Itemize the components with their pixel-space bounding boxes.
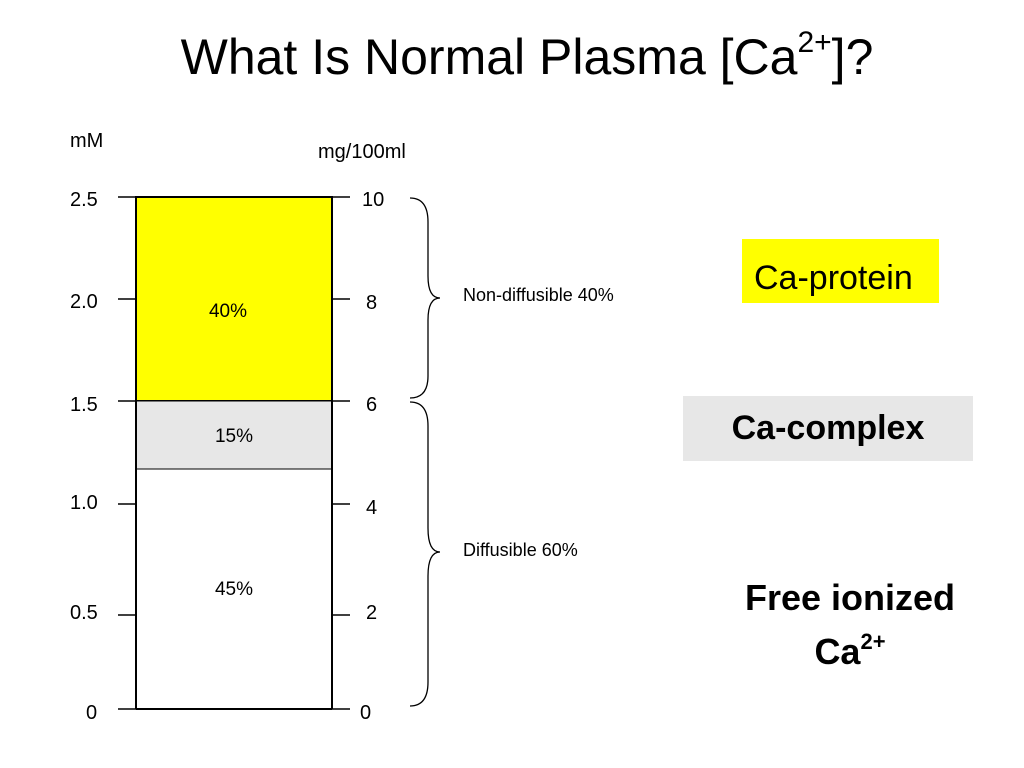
brace-non-diffusible xyxy=(409,197,441,399)
legend-free-ca: Ca xyxy=(814,631,861,672)
left-tick-label: 2.0 xyxy=(70,291,98,313)
right-axis-unit: mg/100ml xyxy=(318,141,406,163)
left-tick-label: 0 xyxy=(86,702,98,724)
left-tick-label: 0.5 xyxy=(70,602,98,624)
right-tick-label: 10 xyxy=(362,189,385,211)
brace-label-diffusible: Diffusible 60% xyxy=(463,540,578,560)
legend-protein-label: Ca-protein xyxy=(754,259,913,297)
right-tick-label: 4 xyxy=(366,497,378,519)
left-tick-label: 1.0 xyxy=(70,492,98,514)
title-text: What Is Normal Plasma [Ca xyxy=(180,29,798,85)
legend-free-line1: Free ionized xyxy=(744,577,956,618)
segment-label-protein: 40% xyxy=(208,301,248,322)
left-axis-ticks xyxy=(118,196,136,710)
right-tick-label: 8 xyxy=(366,292,378,314)
title-superscript: 2+ xyxy=(797,26,832,60)
segment-label-free: 45% xyxy=(214,579,254,600)
legend-complex-box: Ca-complex xyxy=(683,396,973,461)
legend-free-line2: Ca2+ xyxy=(700,621,1000,675)
left-tick-label: 1.5 xyxy=(70,394,98,416)
segment-protein-bound xyxy=(135,196,333,402)
legend-complex-label: Ca-complex xyxy=(731,409,925,447)
brace-label-non-diffusible: Non-diffusible 40% xyxy=(463,285,614,305)
segment-complexed xyxy=(135,400,333,470)
legend-protein-box xyxy=(742,239,939,303)
title-suffix: ]? xyxy=(831,29,874,85)
right-tick-label: 2 xyxy=(366,602,378,624)
brace-diffusible xyxy=(409,401,441,707)
segment-label-complex: 15% xyxy=(214,426,254,447)
right-axis-ticks xyxy=(332,196,350,710)
legend-free-ionized: Free ionized Ca2+ xyxy=(700,575,1000,675)
left-tick-label: 2.5 xyxy=(70,189,98,211)
left-axis-unit: mM xyxy=(70,130,104,152)
right-tick-label: 0 xyxy=(360,702,372,724)
legend-free-sup: 2+ xyxy=(860,629,886,654)
page-title: What Is Normal Plasma [Ca2+]? xyxy=(0,26,1024,86)
right-tick-label: 6 xyxy=(366,394,378,416)
